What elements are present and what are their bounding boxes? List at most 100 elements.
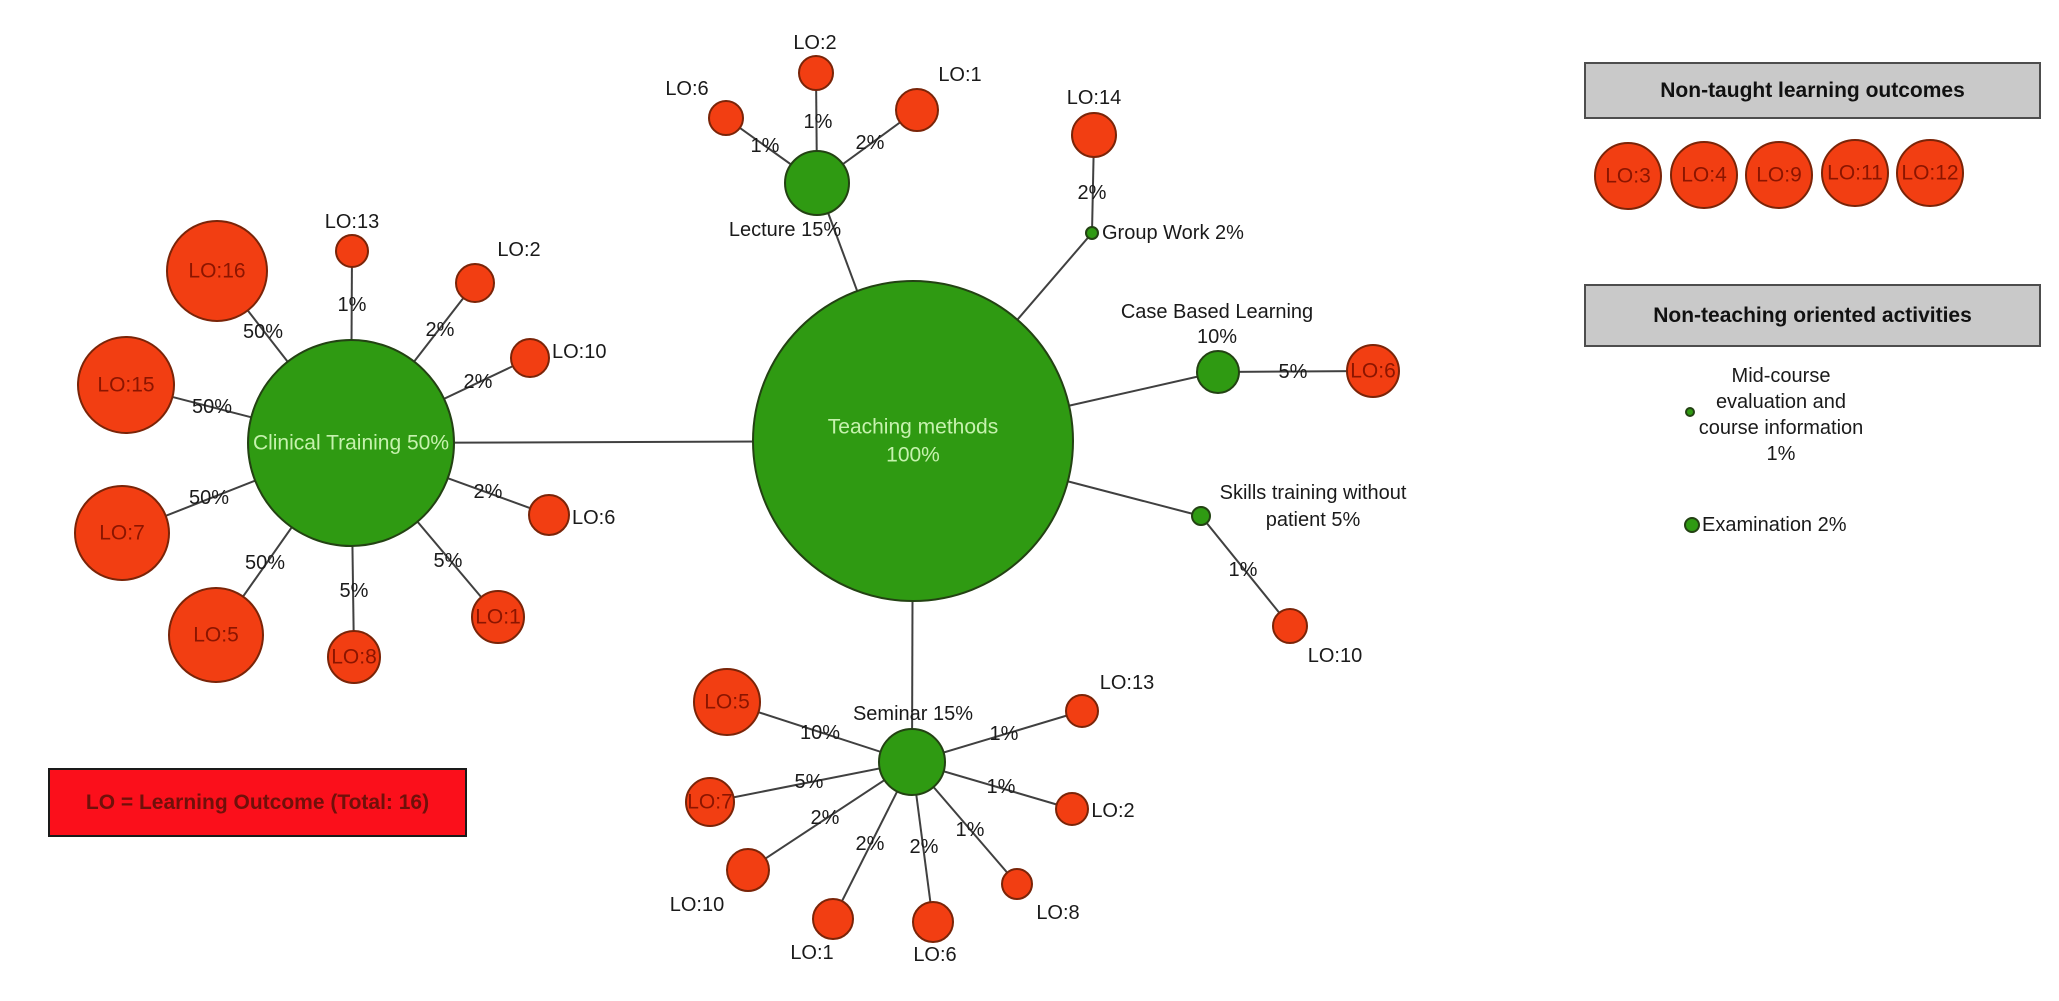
node-label-clinical-lo7: LO:7 — [99, 522, 145, 545]
node-label-nontaught-lo4: LO:4 — [1681, 164, 1727, 187]
node-examination — [1684, 517, 1700, 533]
edge-label-skills-training-skills-lo10: 1% — [1229, 559, 1258, 581]
node-label-clinical-lo15: LO:15 — [97, 374, 154, 397]
skills-training-label-line-1: patient 5% — [1266, 509, 1361, 531]
node-label-cbl-lo6: LO:6 — [1350, 360, 1396, 383]
node-label-seminar-lo5: LO:5 — [704, 691, 750, 714]
case-based-learning-label-line-1: 10% — [1197, 326, 1237, 348]
node-seminar-lo13 — [1065, 694, 1099, 728]
non-teaching-header: Non-teaching oriented activities — [1584, 284, 2041, 347]
case-based-learning-label-line-0: Case Based Learning — [1121, 301, 1313, 323]
node-clinical-lo10 — [510, 338, 550, 378]
edge-label-clinical-training-clinical-lo16: 50% — [243, 321, 283, 343]
edge-label-clinical-training-clinical-lo2: 2% — [426, 319, 455, 341]
node-skills-lo10 — [1272, 608, 1308, 644]
mid-course-label-line-3: 1% — [1767, 443, 1796, 465]
node-label-teaching-methods: 100% — [886, 444, 940, 467]
node-nontaught-lo12 — [1896, 139, 1964, 207]
node-mid-course — [1685, 407, 1695, 417]
node-nontaught-lo4 — [1670, 141, 1738, 209]
node-lecture — [784, 150, 850, 216]
node-label-clinical-training: Clinical Training 50% — [253, 432, 449, 455]
seminar-lo13-label: LO:13 — [1100, 672, 1154, 694]
node-label-nontaught-lo11: LO:11 — [1827, 162, 1883, 185]
node-label-seminar-lo7: LO:7 — [687, 791, 733, 814]
seminar-lo10-label: LO:10 — [670, 894, 724, 916]
edge-label-lecture-lecture-lo1: 2% — [856, 132, 885, 154]
node-cbl-lo6 — [1346, 344, 1400, 398]
edge-label-clinical-training-clinical-lo13: 1% — [338, 294, 367, 316]
mid-course-label-line-2: course information — [1699, 417, 1864, 439]
mid-course-label-line-0: Mid-course — [1732, 365, 1831, 387]
node-nontaught-lo9 — [1745, 141, 1813, 209]
node-clinical-lo8 — [327, 630, 381, 684]
non-teaching-header-label: Non-teaching oriented activities — [1653, 303, 1972, 327]
non-taught-header-label: Non-taught learning outcomes — [1660, 78, 1965, 102]
node-label-nontaught-lo9: LO:9 — [1756, 164, 1802, 187]
node-seminar — [878, 728, 946, 796]
edge-label-lecture-lecture-lo2: 1% — [804, 111, 833, 133]
node-case-based-learning — [1196, 350, 1240, 394]
seminar-lo2-label: LO:2 — [1091, 800, 1134, 822]
node-lecture-lo6 — [708, 100, 744, 136]
legend-box: LO = Learning Outcome (Total: 16) — [48, 768, 467, 837]
node-seminar-lo1 — [812, 898, 854, 940]
node-clinical-lo13 — [335, 234, 369, 268]
seminar-lo8-label: LO:8 — [1036, 902, 1079, 924]
node-label-nontaught-lo3: LO:3 — [1605, 165, 1651, 188]
seminar-label: Seminar 15% — [853, 703, 973, 725]
edge-label-case-based-learning-cbl-lo6: 5% — [1279, 361, 1308, 383]
node-label-clinical-lo16: LO:16 — [188, 260, 245, 283]
node-teaching-methods — [752, 280, 1074, 602]
edge-label-clinical-training-clinical-lo10: 2% — [464, 371, 493, 393]
edge-label-clinical-training-clinical-lo15: 50% — [192, 396, 232, 418]
edge-label-clinical-training-clinical-lo7: 50% — [189, 487, 229, 509]
node-seminar-lo2 — [1055, 792, 1089, 826]
node-clinical-training — [247, 339, 455, 547]
clinical-lo10-label: LO:10 — [552, 341, 606, 363]
node-groupwork-lo14 — [1071, 112, 1117, 158]
edge-label-clinical-training-clinical-lo6: 2% — [474, 481, 503, 503]
node-seminar-lo5 — [693, 668, 761, 736]
node-clinical-lo7 — [74, 485, 170, 581]
node-label-teaching-methods: Teaching methods — [828, 416, 998, 439]
node-clinical-lo6 — [528, 494, 570, 536]
edge-label-seminar-seminar-lo5: 10% — [800, 722, 840, 744]
node-skills-training — [1191, 506, 1211, 526]
node-group-work — [1085, 226, 1099, 240]
edge-label-clinical-training-clinical-lo5: 50% — [245, 552, 285, 574]
edge-skills-training-skills-lo10 — [1200, 515, 1291, 627]
examination-label: Examination 2% — [1702, 514, 1847, 536]
node-label-clinical-lo1: LO:1 — [475, 606, 521, 629]
node-seminar-lo10 — [726, 848, 770, 892]
edge-label-seminar-seminar-lo10: 2% — [811, 807, 840, 829]
edge-label-lecture-lecture-lo6: 1% — [751, 135, 780, 157]
node-label-clinical-lo8: LO:8 — [331, 646, 377, 669]
node-seminar-lo6 — [912, 901, 954, 943]
seminar-lo6-label: LO:6 — [913, 944, 956, 966]
node-clinical-lo5 — [168, 587, 264, 683]
node-nontaught-lo3 — [1594, 142, 1662, 210]
lecture-lo6-label: LO:6 — [665, 78, 708, 100]
mid-course-label-line-1: evaluation and — [1716, 391, 1846, 413]
node-clinical-lo2 — [455, 263, 495, 303]
lecture-lo2-label: LO:2 — [793, 32, 836, 54]
group-work-label: Group Work 2% — [1102, 222, 1244, 244]
lecture-label: Lecture 15% — [729, 219, 842, 241]
edge-seminar-seminar-lo7 — [709, 761, 913, 803]
edge-label-clinical-training-clinical-lo8: 5% — [340, 580, 369, 602]
edge-label-group-work-groupwork-lo14: 2% — [1078, 182, 1107, 204]
node-label-nontaught-lo12: LO:12 — [1901, 162, 1958, 185]
legend-box-label: LO = Learning Outcome (Total: 16) — [85, 790, 430, 814]
node-lecture-lo2 — [798, 55, 834, 91]
node-seminar-lo7 — [685, 777, 735, 827]
edge-label-seminar-seminar-lo1: 2% — [856, 833, 885, 855]
edge-label-seminar-seminar-lo13: 1% — [990, 723, 1019, 745]
node-clinical-lo16 — [166, 220, 268, 322]
node-lecture-lo1 — [895, 88, 939, 132]
node-nontaught-lo11 — [1821, 139, 1889, 207]
skills-training-label-line-0: Skills training without — [1220, 482, 1407, 504]
edge-label-seminar-seminar-lo7: 5% — [795, 771, 824, 793]
